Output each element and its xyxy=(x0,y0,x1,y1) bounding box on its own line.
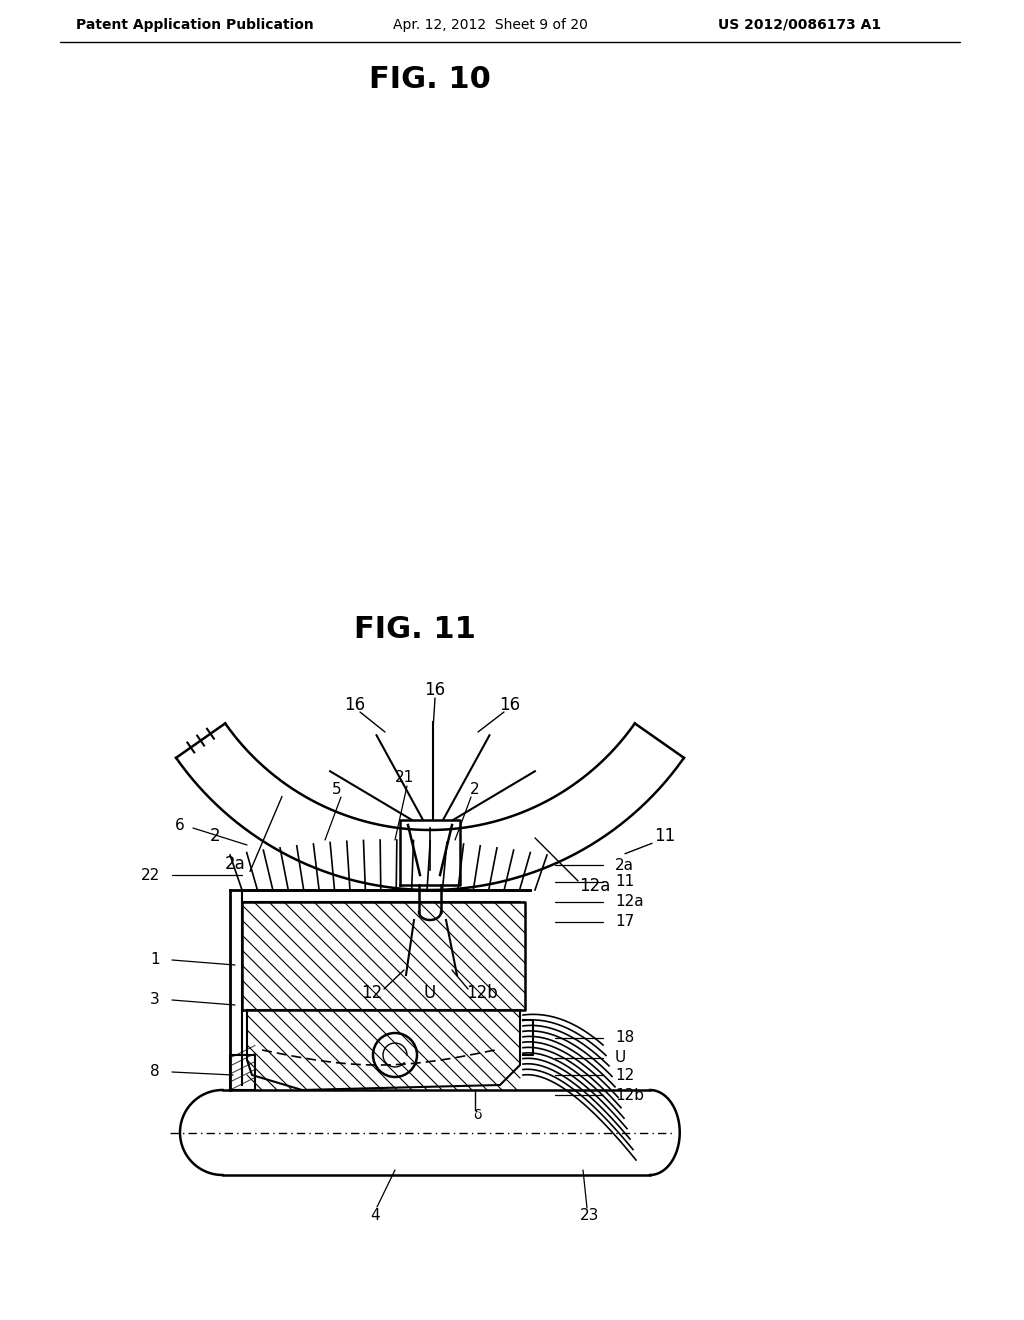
Text: 11: 11 xyxy=(654,828,676,845)
Text: FIG. 10: FIG. 10 xyxy=(369,66,490,95)
Text: 23: 23 xyxy=(581,1208,600,1222)
Text: 2a: 2a xyxy=(615,858,634,873)
Text: US 2012/0086173 A1: US 2012/0086173 A1 xyxy=(719,18,882,32)
Text: 2: 2 xyxy=(470,783,480,797)
Text: 21: 21 xyxy=(395,771,415,785)
Text: 8: 8 xyxy=(151,1064,160,1080)
Text: 12: 12 xyxy=(361,983,383,1002)
Text: Apr. 12, 2012  Sheet 9 of 20: Apr. 12, 2012 Sheet 9 of 20 xyxy=(392,18,588,32)
Text: 12: 12 xyxy=(615,1068,634,1082)
Text: U: U xyxy=(615,1051,627,1065)
Text: FIG. 11: FIG. 11 xyxy=(354,615,476,644)
Text: 16: 16 xyxy=(424,681,445,700)
Text: 12a: 12a xyxy=(615,895,644,909)
Text: 16: 16 xyxy=(344,696,366,714)
Text: 6: 6 xyxy=(175,817,185,833)
Polygon shape xyxy=(247,1010,520,1090)
Text: 4: 4 xyxy=(371,1208,380,1222)
Text: 3: 3 xyxy=(151,993,160,1007)
Text: 16: 16 xyxy=(500,696,520,714)
Text: 12b: 12b xyxy=(466,983,498,1002)
Text: U: U xyxy=(424,983,436,1002)
Text: 12a: 12a xyxy=(580,876,610,895)
Text: 22: 22 xyxy=(140,867,160,883)
Text: 12b: 12b xyxy=(615,1088,644,1102)
Text: δ: δ xyxy=(473,1107,481,1122)
Text: 2a: 2a xyxy=(224,855,246,874)
Text: 5: 5 xyxy=(332,783,342,797)
Text: 17: 17 xyxy=(615,915,634,929)
Text: 1: 1 xyxy=(151,953,160,968)
Text: 11: 11 xyxy=(615,874,634,890)
Text: Patent Application Publication: Patent Application Publication xyxy=(76,18,314,32)
Text: 2: 2 xyxy=(210,828,220,845)
Text: 18: 18 xyxy=(615,1031,634,1045)
